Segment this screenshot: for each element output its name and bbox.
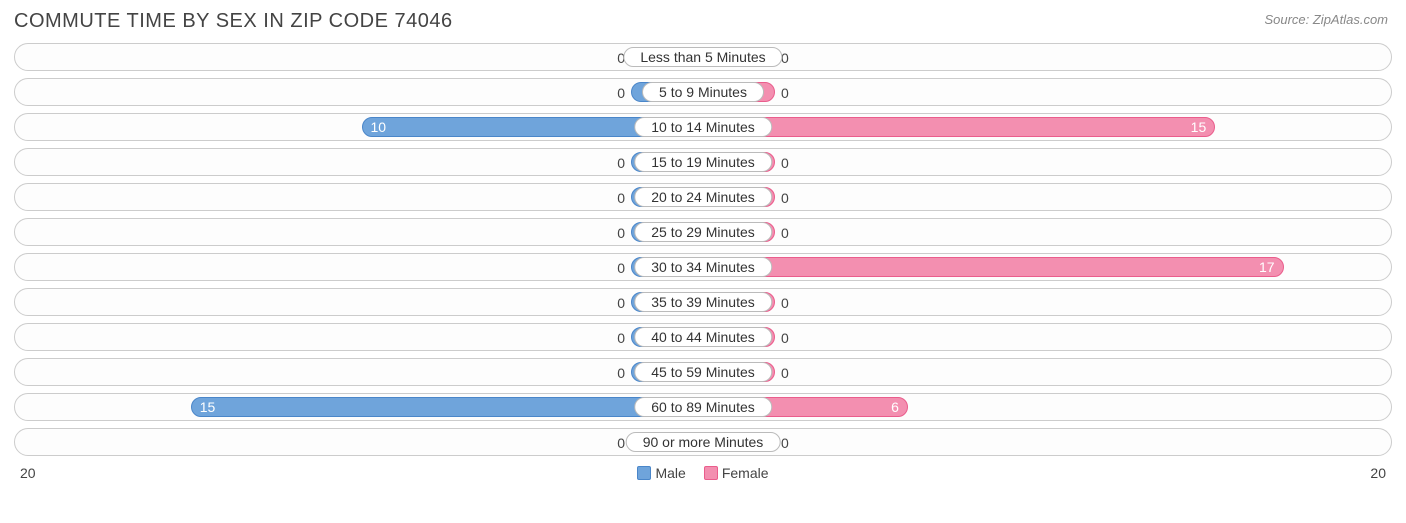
category-label: 15 to 19 Minutes: [634, 152, 772, 172]
bar-row: 0 0 5 to 9 Minutes: [14, 78, 1392, 106]
female-value: 0: [781, 359, 789, 387]
female-bar: 17: [703, 257, 1284, 277]
bar-row: 15 6 60 to 89 Minutes: [14, 393, 1392, 421]
category-label: 20 to 24 Minutes: [634, 187, 772, 207]
axis-right-max: 20: [1370, 465, 1386, 481]
male-bar: 15: [191, 397, 703, 417]
bar-row: 0 0 45 to 59 Minutes: [14, 358, 1392, 386]
legend-male: Male: [637, 465, 685, 481]
legend: Male Female: [637, 465, 768, 481]
bar-row: 0 17 30 to 34 Minutes: [14, 253, 1392, 281]
category-label: 25 to 29 Minutes: [634, 222, 772, 242]
category-label: 45 to 59 Minutes: [634, 362, 772, 382]
bar-row: 0 0 20 to 24 Minutes: [14, 183, 1392, 211]
male-value: 15: [200, 399, 216, 415]
category-label: Less than 5 Minutes: [623, 47, 782, 67]
diverging-bar-chart: 00Less than 5 Minutes005 to 9 Minutes101…: [0, 37, 1406, 456]
male-value: 0: [617, 219, 625, 247]
category-label: 35 to 39 Minutes: [634, 292, 772, 312]
male-value: 0: [617, 289, 625, 317]
category-label: 90 or more Minutes: [626, 432, 781, 452]
bar-row: 10 15 10 to 14 Minutes: [14, 113, 1392, 141]
male-value: 0: [617, 324, 625, 352]
female-bar: 15: [703, 117, 1215, 137]
category-label: 10 to 14 Minutes: [634, 117, 772, 137]
female-value: 0: [781, 219, 789, 247]
male-value: 10: [371, 119, 387, 135]
female-value: 0: [781, 324, 789, 352]
male-value: 0: [617, 149, 625, 177]
legend-female: Female: [704, 465, 769, 481]
male-value: 0: [617, 254, 625, 282]
male-value: 0: [617, 429, 625, 457]
female-value: 6: [891, 399, 899, 415]
bar-row: 0 0 35 to 39 Minutes: [14, 288, 1392, 316]
bar-row: 0 0 15 to 19 Minutes: [14, 148, 1392, 176]
bar-row: 0 0 40 to 44 Minutes: [14, 323, 1392, 351]
bar-row: 00Less than 5 Minutes: [14, 43, 1392, 71]
female-value: 0: [781, 149, 789, 177]
bar-row: 0 090 or more Minutes: [14, 428, 1392, 456]
legend-female-label: Female: [722, 465, 769, 481]
female-value: 0: [781, 79, 789, 107]
male-value: 0: [617, 184, 625, 212]
chart-title: COMMUTE TIME BY SEX IN ZIP CODE 74046: [14, 10, 453, 33]
male-swatch: [637, 466, 651, 480]
category-label: 5 to 9 Minutes: [642, 82, 764, 102]
female-value: 17: [1259, 259, 1275, 275]
female-value: 15: [1191, 119, 1207, 135]
female-value: 0: [781, 289, 789, 317]
chart-source: Source: ZipAtlas.com: [1264, 10, 1388, 27]
category-label: 40 to 44 Minutes: [634, 327, 772, 347]
female-value: 0: [781, 429, 789, 457]
female-value: 0: [781, 184, 789, 212]
category-label: 30 to 34 Minutes: [634, 257, 772, 277]
axis-left-max: 20: [20, 465, 36, 481]
category-label: 60 to 89 Minutes: [634, 397, 772, 417]
male-value: 0: [617, 359, 625, 387]
legend-male-label: Male: [655, 465, 685, 481]
bar-row: 0 0 25 to 29 Minutes: [14, 218, 1392, 246]
male-value: 0: [617, 79, 625, 107]
female-swatch: [704, 466, 718, 480]
